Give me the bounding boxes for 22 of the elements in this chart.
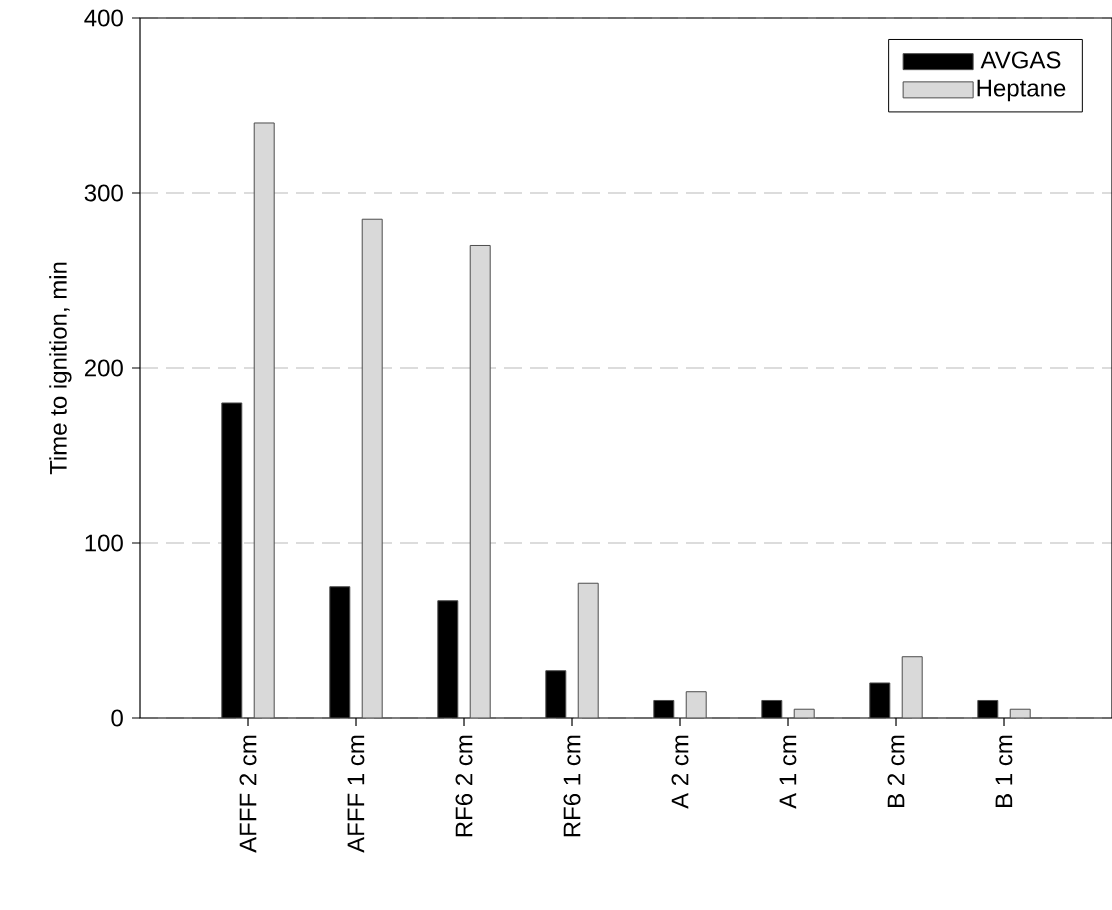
bar [361,218,383,718]
x-tick-label: A 1 cm [779,735,797,809]
x-tick-label: B 1 cm [995,735,1013,807]
bar [253,122,275,718]
y-axis-title: Time to ignition, min [49,262,72,475]
bar [469,244,491,718]
y-tick-label: 300 [84,184,123,202]
legend-label: Heptane [977,79,1066,102]
y-tick-label: 400 [84,9,123,27]
x-tick-label: B 2 cm [887,735,905,807]
bar [685,691,707,718]
bar [901,656,923,718]
x-tick-label: AFFF 2 cm [239,735,257,853]
y-tick-label: 0 [111,709,123,727]
y-tick-label: 200 [84,359,123,377]
x-tick-label: AFFF 1 cm [347,735,365,853]
bar [577,582,599,718]
x-tick-label: A 2 cm [671,735,689,809]
x-tick-label: RF6 2 cm [455,735,473,837]
legend-label: AVGAS [980,51,1061,69]
y-tick-label: 100 [85,534,123,552]
x-tick-label: RF6 1 cm [563,735,581,837]
